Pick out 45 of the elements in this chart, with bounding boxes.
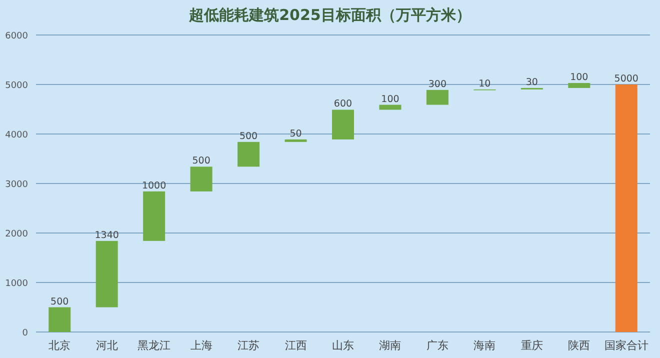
x-tick-label: 黑龙江 bbox=[138, 339, 171, 352]
data-label: 600 bbox=[334, 98, 352, 110]
data-label: 300 bbox=[428, 78, 447, 90]
x-tick-label: 湖南 bbox=[379, 339, 402, 352]
y-tick-label: 3000 bbox=[5, 180, 28, 190]
data-label: 100 bbox=[381, 94, 400, 105]
bar bbox=[379, 104, 402, 110]
bar bbox=[143, 191, 166, 241]
data-label: 10 bbox=[478, 78, 491, 90]
x-tick-label: 江西 bbox=[284, 339, 307, 352]
bar bbox=[615, 84, 638, 332]
data-label: 50 bbox=[290, 128, 302, 140]
y-tick-label: 2000 bbox=[5, 230, 28, 240]
x-tick-label: 重庆 bbox=[520, 339, 543, 352]
data-label: 1340 bbox=[94, 230, 119, 241]
x-tick-label: 山东 bbox=[332, 339, 354, 352]
bar bbox=[284, 139, 307, 142]
x-tick-label: 海南 bbox=[474, 339, 496, 352]
data-label: 1000 bbox=[142, 180, 166, 192]
bar bbox=[568, 83, 590, 88]
x-tick-label: 江苏 bbox=[238, 339, 260, 352]
x-tick-label: 北京 bbox=[48, 339, 71, 352]
chart-title: 超低能耗建筑2025目标面积（万平方米） bbox=[188, 6, 471, 24]
bar bbox=[332, 110, 354, 140]
data-label: 100 bbox=[570, 72, 588, 84]
x-tick-label: 国家合计 bbox=[604, 339, 648, 352]
data-label: 500 bbox=[192, 156, 210, 167]
bar bbox=[190, 166, 212, 192]
x-tick-label: 广东 bbox=[426, 339, 448, 352]
data-label: 500 bbox=[239, 130, 258, 142]
x-tick-label: 陕西 bbox=[568, 339, 590, 352]
y-tick-label: 4000 bbox=[5, 130, 28, 140]
x-tick-label: 上海 bbox=[190, 339, 212, 352]
data-label: 30 bbox=[526, 76, 538, 88]
bar bbox=[238, 142, 260, 167]
y-tick-label: 6000 bbox=[5, 32, 28, 42]
y-tick-label: 1000 bbox=[5, 279, 28, 289]
bar bbox=[96, 240, 118, 308]
y-tick-label: 5000 bbox=[5, 81, 28, 91]
data-label: 5000 bbox=[614, 74, 638, 84]
bar bbox=[48, 307, 71, 332]
x-tick-label: 河北 bbox=[96, 339, 118, 352]
data-label: 500 bbox=[50, 296, 69, 308]
y-tick-label: 0 bbox=[22, 328, 28, 338]
bar bbox=[426, 90, 448, 105]
